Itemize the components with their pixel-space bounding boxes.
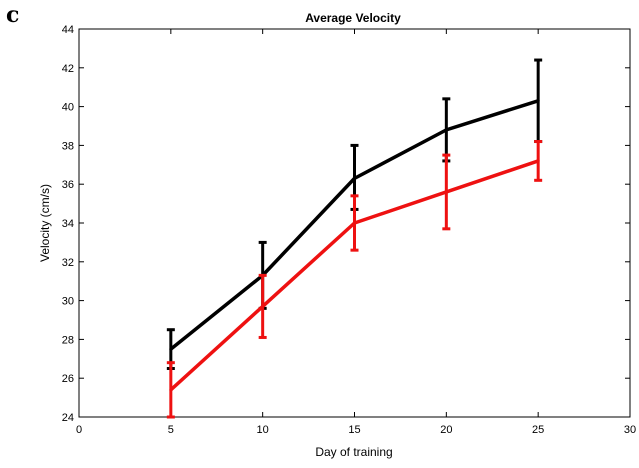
data-point <box>444 190 448 194</box>
data-point <box>353 176 356 180</box>
data-point <box>536 159 540 163</box>
series-layer <box>166 58 543 419</box>
y-tick-label: 42 <box>62 63 74 75</box>
chart-title: Average Velocity <box>305 11 401 25</box>
x-tick-label: 5 <box>168 424 174 436</box>
data-point <box>353 221 356 225</box>
x-tick-label: 15 <box>348 424 360 436</box>
data-point <box>169 388 173 392</box>
y-tick-label: 44 <box>62 24 74 36</box>
y-tick-label: 32 <box>62 257 74 269</box>
data-point <box>444 128 448 132</box>
x-tick-label: 20 <box>440 424 452 436</box>
y-axis-label: Velocity (cm/s) <box>38 184 52 262</box>
y-tick-label: 26 <box>62 373 74 385</box>
data-point <box>536 99 540 103</box>
y-tick-label: 30 <box>62 296 74 308</box>
panel-letter: c <box>6 2 20 28</box>
y-axis: 24 26 28 30 32 34 36 38 40 42 44 <box>62 24 630 424</box>
x-axis: 0 5 10 15 20 25 30 <box>76 29 636 436</box>
x-tick-label: 25 <box>532 424 544 436</box>
x-axis-label: Day of training <box>315 445 392 459</box>
y-tick-label: 34 <box>62 218 74 230</box>
y-tick-label: 36 <box>62 179 74 191</box>
y-tick-label: 24 <box>62 412 74 424</box>
x-tick-label: 0 <box>76 424 82 436</box>
x-tick-label: 10 <box>257 424 269 436</box>
y-tick-label: 28 <box>62 334 74 346</box>
y-tick-label: 40 <box>62 102 74 114</box>
y-tick-label: 38 <box>62 140 74 152</box>
series-2 <box>166 140 543 419</box>
data-point <box>261 304 265 308</box>
data-point <box>169 347 173 351</box>
x-tick-label: 30 <box>624 424 636 436</box>
